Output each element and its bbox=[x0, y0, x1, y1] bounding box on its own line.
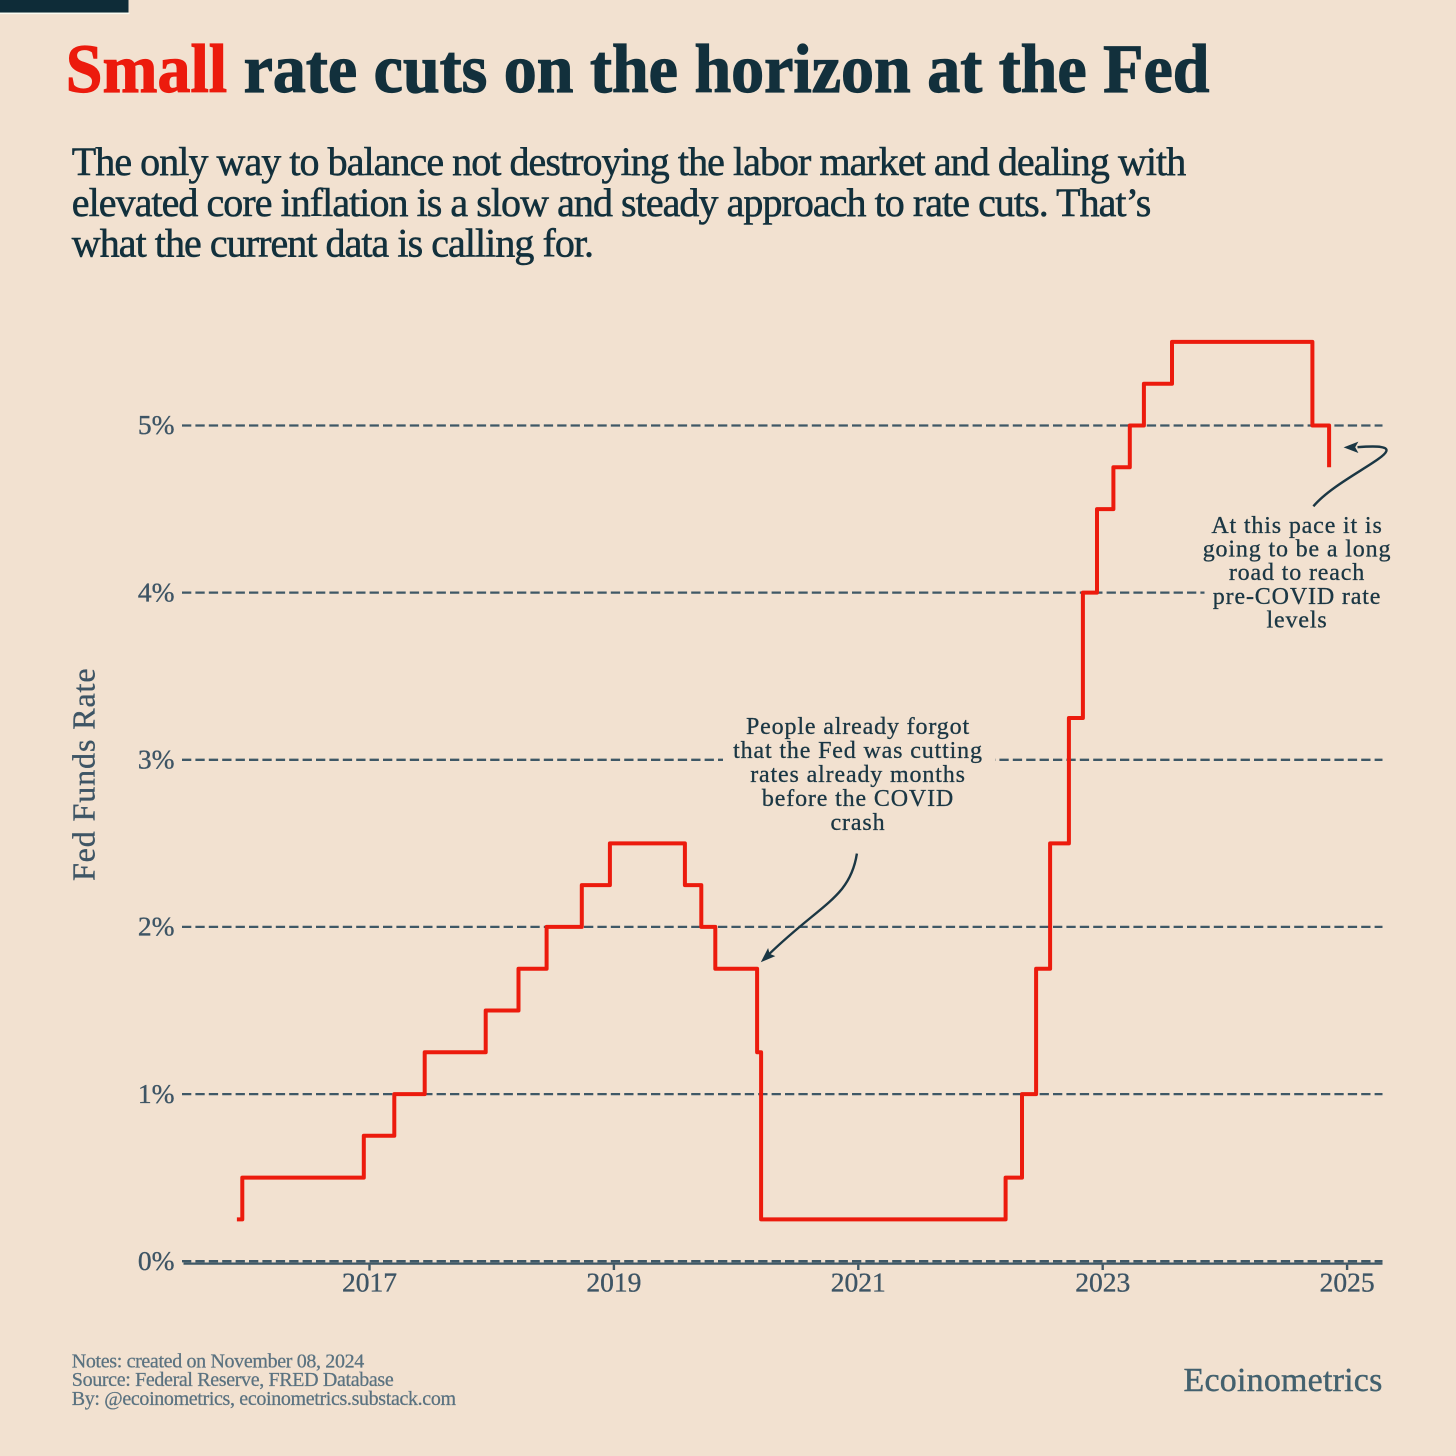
svg-text:elevated core inflation is a s: elevated core inflation is a slow and st… bbox=[72, 180, 1151, 225]
svg-text:At this pace it is: At this pace it is bbox=[1211, 513, 1382, 539]
svg-text:what the current data is calli: what the current data is calling for. bbox=[72, 221, 593, 266]
svg-text:before the COVID: before the COVID bbox=[762, 786, 954, 812]
svg-text:going to be a long: going to be a long bbox=[1203, 537, 1392, 563]
svg-text:0%: 0% bbox=[138, 1245, 175, 1276]
svg-text:3%: 3% bbox=[138, 744, 175, 775]
svg-text:2023: 2023 bbox=[1075, 1267, 1130, 1298]
svg-text:that the Fed was cutting: that the Fed was cutting bbox=[733, 738, 983, 764]
svg-text:levels: levels bbox=[1266, 607, 1327, 633]
svg-text:By: @ecoinometrics, ecoinometr: By: @ecoinometrics, ecoinometrics.substa… bbox=[72, 1388, 457, 1410]
svg-text:1%: 1% bbox=[138, 1078, 175, 1109]
svg-text:2025: 2025 bbox=[1320, 1267, 1375, 1298]
svg-text:pre-COVID rate: pre-COVID rate bbox=[1213, 584, 1382, 610]
svg-text:2%: 2% bbox=[138, 911, 175, 942]
svg-text:Small rate cuts on the horizon: Small rate cuts on the horizon at the Fe… bbox=[66, 31, 1210, 108]
svg-text:rates already months: rates already months bbox=[750, 762, 966, 788]
svg-text:2021: 2021 bbox=[831, 1267, 886, 1298]
svg-text:Fed Funds Rate: Fed Funds Rate bbox=[66, 668, 102, 882]
svg-text:Source: Federal Reserve, FRED: Source: Federal Reserve, FRED Database bbox=[72, 1369, 394, 1391]
svg-text:road to reach: road to reach bbox=[1229, 560, 1365, 586]
svg-text:Ecoinometrics: Ecoinometrics bbox=[1184, 1362, 1383, 1399]
svg-text:2019: 2019 bbox=[586, 1267, 641, 1298]
svg-text:Notes: created on November 08,: Notes: created on November 08, 2024 bbox=[72, 1350, 364, 1372]
svg-text:crash: crash bbox=[831, 810, 886, 836]
svg-text:2017: 2017 bbox=[342, 1267, 397, 1298]
svg-text:The only way to balance not de: The only way to balance not destroying t… bbox=[72, 139, 1186, 184]
svg-text:4%: 4% bbox=[138, 576, 175, 607]
svg-text:5%: 5% bbox=[138, 409, 175, 440]
svg-text:People already forgot: People already forgot bbox=[746, 714, 970, 740]
